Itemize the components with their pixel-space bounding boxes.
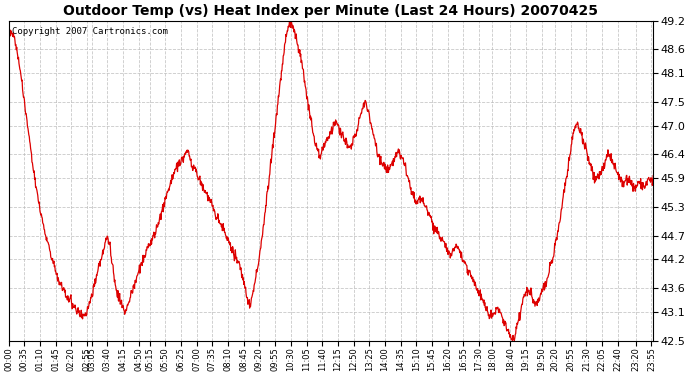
Title: Outdoor Temp (vs) Heat Index per Minute (Last 24 Hours) 20070425: Outdoor Temp (vs) Heat Index per Minute …	[63, 4, 598, 18]
Text: Copyright 2007 Cartronics.com: Copyright 2007 Cartronics.com	[12, 27, 168, 36]
